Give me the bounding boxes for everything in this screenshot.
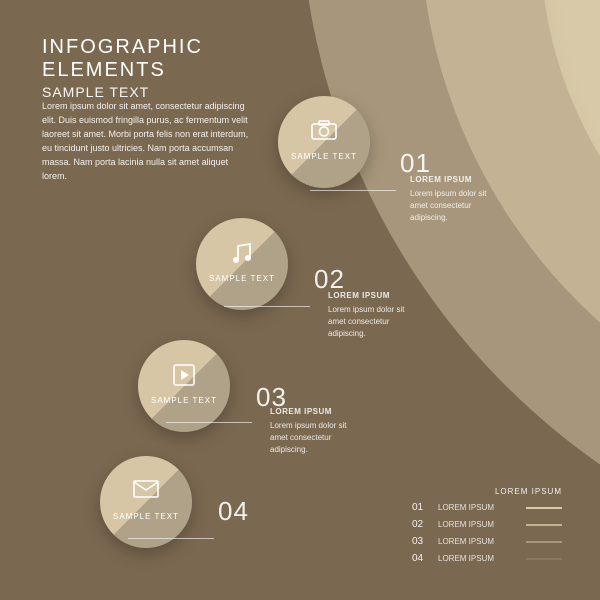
legend-row: 02 LOREM IPSUM	[412, 519, 562, 530]
legend-swatch	[526, 558, 562, 560]
legend-text: LOREM IPSUM	[438, 554, 526, 563]
bubble-label: SAMPLE TEXT	[278, 152, 370, 161]
legend-swatch	[526, 507, 562, 509]
legend-row: 03 LOREM IPSUM	[412, 536, 562, 547]
legend-row: 01 LOREM IPSUM	[412, 502, 562, 513]
leader-line	[310, 190, 396, 191]
bubble-music: SAMPLE TEXT	[196, 218, 288, 310]
title-sub1: ELEMENTS	[42, 59, 203, 82]
step-blurb-03: LOREM IPSUMLorem ipsum dolor sit amet co…	[270, 406, 360, 456]
legend-text: LOREM IPSUM	[438, 520, 526, 529]
bubble-mail: SAMPLE TEXT	[100, 456, 192, 548]
leader-line	[166, 422, 252, 423]
bubble-label: SAMPLE TEXT	[100, 512, 192, 521]
legend-num: 01	[412, 502, 438, 513]
intro-text: Lorem ipsum dolor sit amet, consectetur …	[42, 100, 252, 184]
step-number-04: 04	[218, 496, 249, 527]
play-icon	[173, 364, 195, 386]
title-block: INFOGRAPHIC ELEMENTS SAMPLE TEXT	[42, 36, 203, 100]
mail-icon	[133, 480, 159, 498]
bubble-play: SAMPLE TEXT	[138, 340, 230, 432]
bubble-label: SAMPLE TEXT	[196, 274, 288, 283]
legend-num: 04	[412, 553, 438, 564]
legend-text: LOREM IPSUM	[438, 537, 526, 546]
legend-swatch	[526, 524, 562, 526]
bubble-label: SAMPLE TEXT	[138, 396, 230, 405]
step-blurb-02: LOREM IPSUMLorem ipsum dolor sit amet co…	[328, 290, 418, 340]
leader-line	[224, 306, 310, 307]
legend-swatch	[526, 541, 562, 543]
camera-icon	[311, 120, 337, 140]
music-icon	[231, 242, 253, 266]
legend-text: LOREM IPSUM	[438, 503, 526, 512]
title-main: INFOGRAPHIC	[42, 36, 203, 59]
legend-num: 03	[412, 536, 438, 547]
step-blurb-01: LOREM IPSUMLorem ipsum dolor sit amet co…	[410, 174, 500, 224]
legend-num: 02	[412, 519, 438, 530]
legend-row: 04 LOREM IPSUM	[412, 553, 562, 564]
leader-line	[128, 538, 214, 539]
legend-head: LOREM IPSUM	[412, 487, 562, 496]
infographic-stage: INFOGRAPHIC ELEMENTS SAMPLE TEXT Lorem i…	[0, 0, 600, 600]
title-sub2: SAMPLE TEXT	[42, 84, 203, 100]
bubble-camera: SAMPLE TEXT	[278, 96, 370, 188]
legend: LOREM IPSUM 01 LOREM IPSUM 02 LOREM IPSU…	[412, 487, 562, 564]
